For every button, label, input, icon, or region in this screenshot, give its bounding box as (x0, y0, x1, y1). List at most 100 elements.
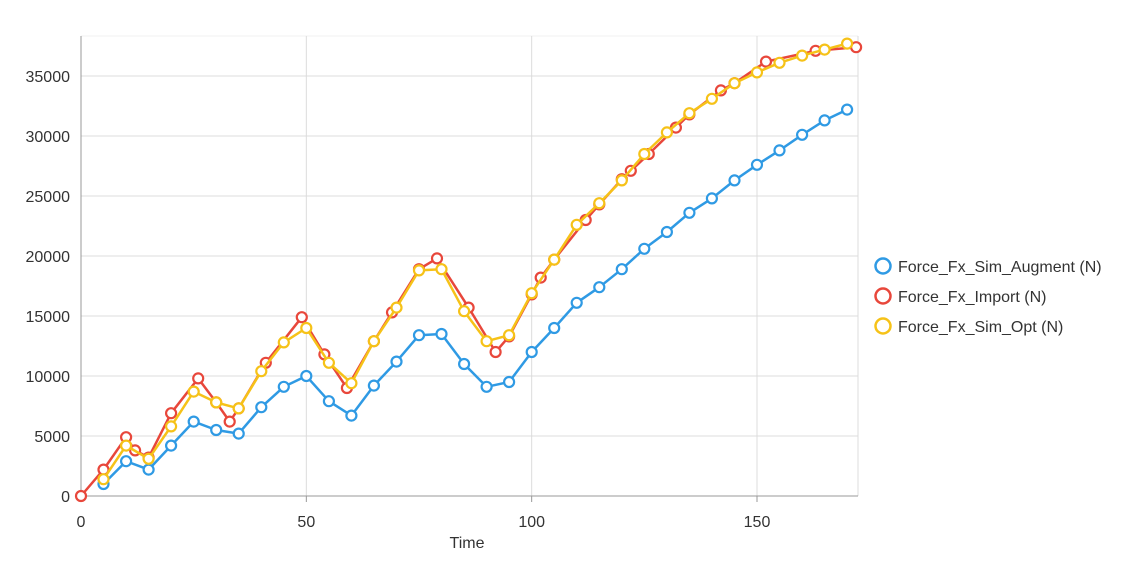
data-point[interactable] (750, 66, 764, 79)
data-point[interactable] (165, 439, 178, 452)
x-tick-label: 150 (744, 514, 771, 531)
data-point[interactable] (458, 305, 471, 318)
data-point[interactable] (525, 287, 538, 300)
data-point[interactable] (480, 380, 493, 393)
data-point[interactable] (187, 415, 200, 428)
data-point[interactable] (119, 455, 133, 468)
data-point[interactable] (705, 192, 719, 205)
data-point[interactable] (480, 335, 493, 348)
data-point[interactable] (277, 380, 290, 393)
data-point[interactable] (615, 263, 628, 276)
data-point[interactable] (818, 114, 831, 127)
data-point[interactable] (525, 345, 538, 359)
data-point[interactable] (435, 327, 448, 341)
data-point[interactable] (683, 107, 696, 120)
x-tick-label: 100 (518, 514, 545, 531)
data-point[interactable] (548, 253, 561, 266)
data-point[interactable] (97, 473, 110, 486)
data-point[interactable] (705, 92, 719, 105)
data-point[interactable] (818, 43, 831, 56)
data-point[interactable] (660, 225, 674, 239)
data-point[interactable] (759, 55, 773, 68)
data-point[interactable] (345, 409, 358, 422)
series-group (97, 37, 854, 486)
legend-item[interactable]: Force_Fx_Sim_Opt (N) (874, 317, 1064, 337)
data-point[interactable] (210, 396, 223, 409)
data-point[interactable] (593, 281, 606, 294)
data-point[interactable] (232, 402, 245, 415)
x-axis-title: Time (450, 535, 485, 552)
y-tick-label: 10000 (26, 369, 71, 386)
data-point[interactable] (277, 336, 290, 349)
data-point[interactable] (728, 77, 741, 90)
data-point[interactable] (165, 420, 178, 433)
legend-marker-icon (874, 317, 892, 335)
data-point[interactable] (503, 329, 516, 342)
data-point[interactable] (322, 395, 335, 408)
data-point[interactable] (390, 355, 403, 368)
data-point[interactable] (74, 489, 88, 503)
data-point[interactable] (345, 377, 358, 390)
data-point[interactable] (255, 365, 268, 378)
data-point[interactable] (458, 357, 471, 371)
data-point[interactable] (728, 174, 741, 187)
data-point[interactable] (412, 264, 426, 277)
data-point[interactable] (165, 407, 178, 420)
y-tick-label: 5000 (34, 429, 70, 446)
data-point[interactable] (300, 369, 313, 383)
data-point[interactable] (795, 128, 809, 141)
x-tick-label: 0 (77, 514, 86, 531)
data-point[interactable] (119, 439, 133, 452)
data-point[interactable] (840, 37, 854, 50)
data-point[interactable] (683, 206, 696, 219)
legend-item[interactable]: Force_Fx_Sim_Augment (N) (874, 257, 1102, 277)
data-point[interactable] (367, 379, 380, 392)
data-point[interactable] (773, 144, 786, 157)
data-point[interactable] (295, 311, 308, 324)
data-point[interactable] (223, 415, 236, 428)
data-point[interactable] (142, 463, 155, 476)
data-point[interactable] (638, 147, 651, 161)
data-point[interactable] (390, 301, 403, 314)
legend-marker-icon (874, 287, 892, 305)
x-tick-label: 50 (297, 514, 315, 531)
legend-label: Force_Fx_Import (N) (898, 289, 1046, 306)
data-point[interactable] (255, 401, 268, 414)
grid-layer (81, 35, 859, 496)
data-point[interactable] (430, 252, 444, 265)
data-point[interactable] (322, 356, 335, 369)
data-point[interactable] (412, 329, 426, 342)
data-point[interactable] (615, 174, 628, 187)
data-point[interactable] (840, 103, 854, 116)
data-point[interactable] (435, 263, 448, 276)
data-point[interactable] (660, 126, 674, 139)
data-point[interactable] (142, 452, 155, 465)
y-tick-label: 15000 (26, 309, 71, 326)
series-line (80, 45, 857, 497)
data-point[interactable] (232, 427, 245, 440)
data-point[interactable] (570, 218, 583, 231)
legend-label: Force_Fx_Sim_Opt (N) (898, 319, 1063, 336)
data-point[interactable] (367, 335, 380, 348)
data-point[interactable] (503, 375, 516, 389)
data-point[interactable] (638, 242, 651, 255)
data-point[interactable] (192, 372, 205, 385)
data-point[interactable] (300, 321, 313, 335)
data-point[interactable] (210, 423, 223, 437)
data-point[interactable] (489, 345, 502, 359)
series-line (102, 42, 848, 480)
legend-item[interactable]: Force_Fx_Import (N) (874, 287, 1047, 307)
data-point[interactable] (750, 158, 764, 171)
data-point[interactable] (795, 49, 809, 62)
data-point[interactable] (548, 321, 561, 335)
y-tick-label: 20000 (26, 249, 71, 266)
y-tick-label: 35000 (26, 69, 71, 86)
legend[interactable]: Force_Fx_Sim_Augment (N) Force_Fx_Import … (874, 257, 1102, 337)
data-point[interactable] (593, 197, 606, 210)
y-tick-label: 25000 (26, 189, 71, 206)
data-point[interactable] (187, 385, 200, 398)
y-tick-label: 30000 (26, 129, 71, 146)
data-point[interactable] (773, 56, 786, 69)
data-point[interactable] (570, 296, 583, 309)
